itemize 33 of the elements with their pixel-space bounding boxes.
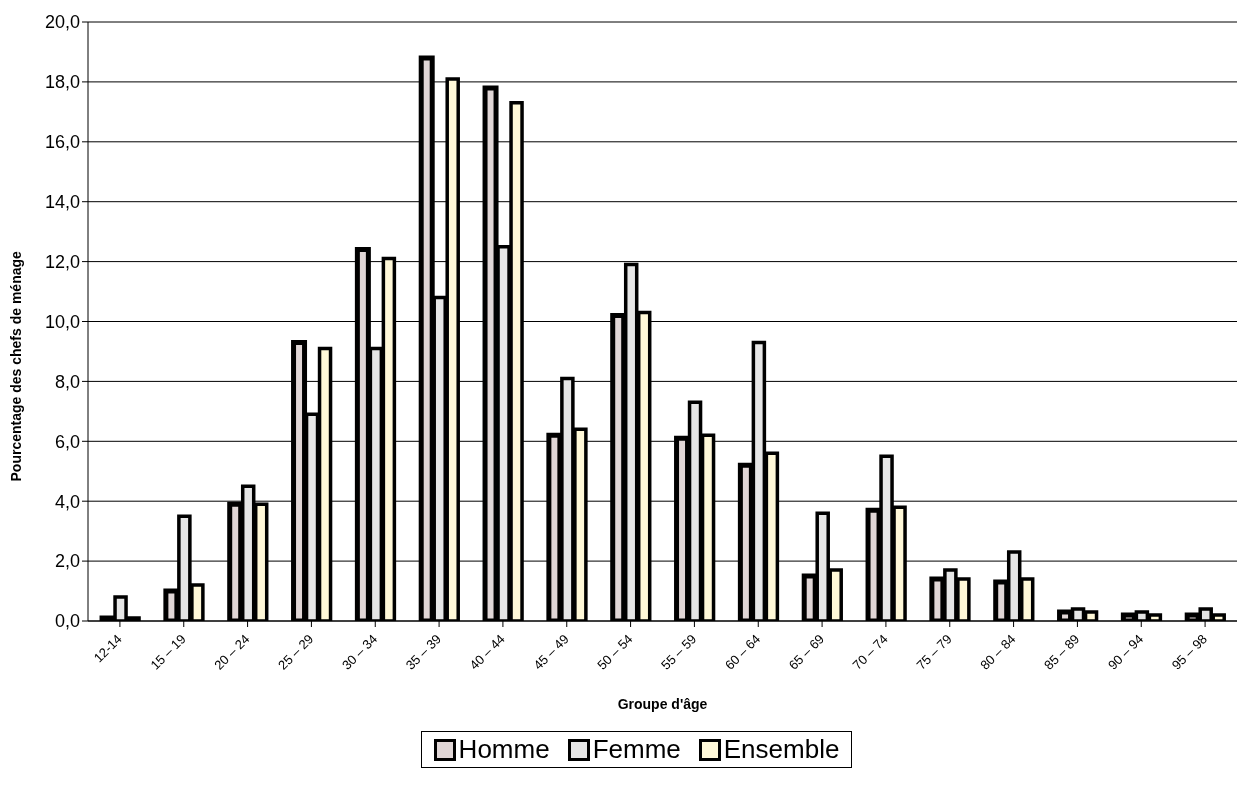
legend-label: Homme <box>457 734 550 765</box>
x-tick-label: 45 – 49 <box>530 631 572 673</box>
y-tick-label: 6,0 <box>54 431 80 452</box>
x-tick-label: 85 – 89 <box>1041 631 1083 673</box>
x-tick-label: 60 – 64 <box>721 631 764 673</box>
x-tick-label: 25 – 29 <box>275 631 317 673</box>
x-tick-label: 40 – 44 <box>466 631 508 673</box>
y-tick-label: 8,0 <box>54 371 80 392</box>
y-tick-label: 14,0 <box>44 192 80 213</box>
x-tick-label: 70 – 74 <box>849 631 891 673</box>
legend-label: Ensemble <box>722 734 840 765</box>
legend-label: Femme <box>591 734 681 765</box>
x-tick-label: 65 – 69 <box>785 631 828 673</box>
x-tick-label: 75 – 79 <box>913 631 955 673</box>
y-tick-label: 16,0 <box>44 132 80 153</box>
y-tick-label: 12,0 <box>44 251 80 272</box>
x-tick-label: 95 – 98 <box>1168 631 1211 673</box>
x-tick-label: 30 – 34 <box>338 631 381 673</box>
x-tick-label: 15 – 19 <box>147 631 189 673</box>
y-tick-label: 20,0 <box>44 12 80 33</box>
y-tick-label: 0,0 <box>54 611 80 632</box>
x-tick-label: 90 – 94 <box>1104 631 1147 673</box>
y-tick-label: 4,0 <box>54 491 80 512</box>
x-tick-label: 20 – 24 <box>211 631 253 673</box>
x-tick-label: 35 – 39 <box>402 631 445 673</box>
y-axis-title: Pourcentage des chefs de ménage <box>7 250 24 482</box>
x-axis-title: Groupe d'âge <box>617 696 708 712</box>
y-tick-label: 2,0 <box>54 551 80 572</box>
x-tick-label: 80 – 84 <box>977 631 1019 673</box>
x-tick-label: 55 – 59 <box>658 631 700 673</box>
y-tick-label: 18,0 <box>44 72 80 93</box>
x-tick-label: 50 – 54 <box>594 631 636 673</box>
y-tick-label: 10,0 <box>44 311 80 332</box>
